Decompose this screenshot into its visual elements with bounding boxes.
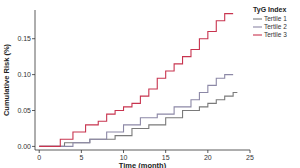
x-tick-label: 10 [120,154,128,161]
chart: 0 5 10 15 20 25 0.00 0.05 0.10 0.15 Time (month) Cu… [0,0,300,168]
x-tick-label: 5 [79,154,83,161]
legend-label: Tertile 2 [264,23,287,30]
y-tick-label: 0.10 [17,71,31,78]
x-tick [123,150,124,153]
y-axis-label: Cumulative Risk (%) [2,43,11,116]
x-tick-label: 15 [162,154,170,161]
y-tick-label: 0.05 [17,107,31,114]
x-tick [39,150,40,153]
x-tick-label: 20 [204,154,212,161]
x-tick-label: 25 [246,154,254,161]
legend-swatch [253,18,262,19]
plot-area [39,14,237,147]
series-line [39,93,237,147]
legend-title: TyG Index [253,6,286,14]
y-tick [32,110,35,111]
legend-swatch [253,34,262,35]
y-tick-label: 0.00 [17,143,31,150]
y-axis [35,10,36,150]
series-line [39,75,233,147]
legend-swatch [253,26,262,27]
legend-label: Tertile 3 [264,31,287,38]
y-tick [32,146,35,147]
x-tick [250,150,251,153]
legend-label: Tertile 1 [264,15,287,22]
x-axis-label: Time (month) [119,161,167,168]
x-tick [81,150,82,153]
series-line [39,14,233,147]
x-tick [207,150,208,153]
y-tick [32,74,35,75]
x-axis [35,150,250,151]
y-tick [32,38,35,39]
x-tick-label: 0 [37,154,41,161]
y-tick-label: 0.15 [17,35,31,42]
x-tick [165,150,166,153]
